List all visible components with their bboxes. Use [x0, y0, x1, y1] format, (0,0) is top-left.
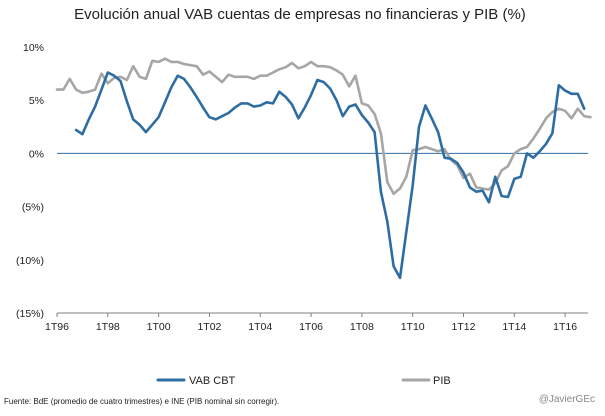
x-tick-label: 1T06 [299, 321, 323, 333]
x-tick-label: 1T08 [350, 321, 374, 333]
y-tick-label: (15%) [16, 308, 44, 320]
x-tick-label: 1T16 [553, 321, 577, 333]
y-tick-label: 5% [29, 95, 44, 107]
x-tick-label: 1T98 [96, 321, 120, 333]
x-tick-label: 1T14 [502, 321, 526, 333]
chart-title: Evolución anual VAB cuentas de empresas … [74, 6, 526, 23]
x-tick-label: 1T12 [452, 321, 476, 333]
y-tick-label: 0% [29, 148, 44, 160]
legend: VAB CBT PIB [156, 375, 451, 387]
series-line-vab-cbt [74, 71, 586, 280]
x-tick-label: 1T00 [147, 321, 171, 333]
series-lines [55, 57, 592, 280]
x-tick-label: 1T02 [197, 321, 221, 333]
y-axis-ticks: 10% 5% 0% (5%) (10%) (15%) [16, 42, 44, 320]
author-credit: @JavierGEc [539, 394, 595, 405]
x-tick-label: 1T04 [248, 321, 272, 333]
y-tick-label: (10%) [16, 255, 44, 267]
y-tick-label: 10% [23, 42, 44, 54]
series-line-pib [55, 57, 592, 196]
source-footnote: Fuente: BdE (promedio de cuatro trimestr… [4, 397, 279, 406]
x-tick-label: 1T10 [401, 321, 425, 333]
legend-label-pib: PIB [433, 375, 451, 387]
y-tick-label: (5%) [22, 202, 44, 214]
legend-label-vab-cbt: VAB CBT [189, 375, 236, 387]
x-tick-label: 1T96 [45, 321, 69, 333]
x-axis-ticks: 1T96 1T98 1T00 1T02 1T04 1T06 1T08 1T10 1T12 1T14… [45, 313, 577, 333]
